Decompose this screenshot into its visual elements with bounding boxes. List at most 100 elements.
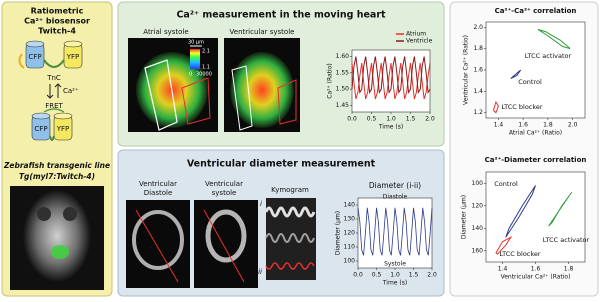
y-tick-label: 120: [472, 202, 484, 209]
scale-bar-label: 30 μm: [188, 40, 204, 46]
annotation: Systole: [384, 261, 406, 268]
x-tick-label: 2.0: [425, 116, 435, 123]
annotation: Diastole: [383, 194, 408, 201]
x-tick-label: 2.0: [427, 272, 437, 279]
kymogram-label: Kymogram: [271, 186, 309, 194]
section-title: Ventricular diameter measurement: [187, 159, 376, 170]
x-tick-label: 0.5: [367, 116, 377, 123]
y-tick-label: 140: [344, 202, 356, 209]
line-title: Zebrafish transgenic line: [3, 161, 110, 170]
series-line: [495, 235, 513, 255]
y-axis-label: Diameter (μm): [335, 211, 342, 255]
series-label: LTCC activator: [543, 236, 590, 244]
sensor-open: CFP YFP TnC: [18, 40, 83, 82]
y-tick-label: 1.4: [473, 88, 483, 95]
image-label: Ventricular: [205, 180, 243, 188]
y-tick-label: 1.60: [336, 53, 350, 60]
series-line: [510, 69, 522, 79]
y-axis-label: Diameter (μm): [461, 195, 468, 239]
series-line: [537, 28, 571, 50]
tnc-label: TnC: [46, 74, 61, 82]
colorbar-tick: 1.1: [202, 65, 210, 71]
x-tick-label: 1.6: [518, 122, 528, 129]
point-label: i: [260, 200, 262, 208]
colorbar-tick: 30000: [196, 72, 212, 78]
title-line: Ratiometric: [31, 7, 84, 16]
y-axis-label: Ventricular Ca²⁺ (Ratio): [463, 35, 470, 105]
cfp-label: CFP: [34, 125, 47, 133]
y-tick-label: 140: [472, 225, 484, 232]
y-tick-label: 130: [344, 216, 356, 223]
fret-arrow: [43, 108, 65, 113]
title-line: Twitch-4: [38, 27, 76, 36]
x-axis-label: Ventricular Ca²⁺ (Ratio): [501, 274, 571, 281]
y-tick-label: 160: [472, 247, 484, 254]
x-tick-label: 1.8: [543, 122, 553, 129]
diastole-image: [126, 200, 190, 288]
legend-label: Atrium: [406, 31, 426, 38]
chart-title: Ca²⁺-Diameter correlation: [485, 156, 587, 164]
y-tick-label: 1.45: [336, 102, 350, 109]
y-tick-label: 100: [472, 180, 484, 187]
series-line: [351, 56, 431, 94]
chart-title: Ca²⁺-Ca²⁺ correlation: [495, 7, 577, 15]
fish-image: [10, 186, 104, 290]
image-label: Ventricular: [139, 180, 177, 188]
image-label: systole: [212, 189, 237, 197]
image-label: Atrial systole: [143, 28, 188, 36]
systole-image: [194, 200, 258, 288]
atrial-image: [128, 38, 218, 132]
x-tick-label: 1.8: [564, 266, 574, 273]
section-title: Ca²⁺ measurement in the moving heart: [176, 10, 386, 21]
x-tick-label: 0.5: [372, 272, 382, 279]
colorbar-tick: 0: [189, 72, 192, 78]
y-tick-label: 100: [344, 258, 356, 265]
kymogram-image: [264, 198, 316, 280]
cfp-label: CFP: [28, 53, 41, 61]
x-axis-label: Time (s): [382, 280, 407, 287]
series-line: [357, 207, 433, 256]
x-tick-label: 1.0: [390, 272, 400, 279]
plot-area: [485, 171, 586, 263]
y-tick-label: 1.2: [473, 109, 483, 116]
series-label: Control: [494, 180, 518, 188]
colorbar: [190, 49, 200, 69]
plot-area: [485, 21, 586, 119]
series-label: LTCC blocker: [501, 103, 542, 111]
y-tick-label: 1.55: [336, 69, 350, 76]
yfp-label: YFP: [56, 125, 70, 133]
x-tick-label: 1.6: [531, 266, 541, 273]
x-axis-label: Time (s): [378, 124, 403, 131]
x-tick-label: 0.0: [353, 272, 363, 279]
y-tick-label: 1.8: [473, 45, 483, 52]
title-line: Ca²⁺ biosensor: [24, 17, 90, 26]
y-tick-label: 110: [344, 244, 356, 251]
series-line: [548, 191, 573, 227]
fret-label: FRET: [45, 102, 63, 110]
x-tick-label: 1.4: [498, 266, 508, 273]
sensor-closed: CFP YFP: [31, 112, 73, 141]
ion-label: Ca²⁺: [63, 87, 79, 95]
series-label: LTCC blocker: [499, 250, 540, 258]
y-tick-label: 120: [344, 230, 356, 237]
x-axis-label: Atrial Ca²⁺ (Ratio): [509, 130, 562, 137]
series-line: [492, 100, 499, 114]
x-tick-label: 1.5: [409, 272, 419, 279]
line-name: Tg(myl7:Twitch-4): [19, 172, 95, 181]
legend-label: Ventricle: [406, 38, 433, 45]
x-tick-label: 1.4: [494, 122, 504, 129]
chart-title: Diameter (i-ii): [369, 181, 421, 190]
x-tick-label: 1.0: [386, 116, 396, 123]
image-label: Ventricular systole: [230, 28, 295, 36]
point-label: ii: [258, 268, 262, 276]
series-line: [505, 185, 536, 238]
x-tick-label: 2.0: [568, 122, 578, 129]
x-tick-label: 1.5: [406, 116, 416, 123]
y-tick-label: 2.0: [473, 24, 483, 31]
x-tick-label: 0.0: [347, 116, 357, 123]
series-label: LTCC activator: [525, 52, 572, 60]
series-line: [351, 62, 431, 100]
equilibrium-arrows: [46, 83, 62, 99]
image-label: Diastole: [144, 189, 173, 197]
